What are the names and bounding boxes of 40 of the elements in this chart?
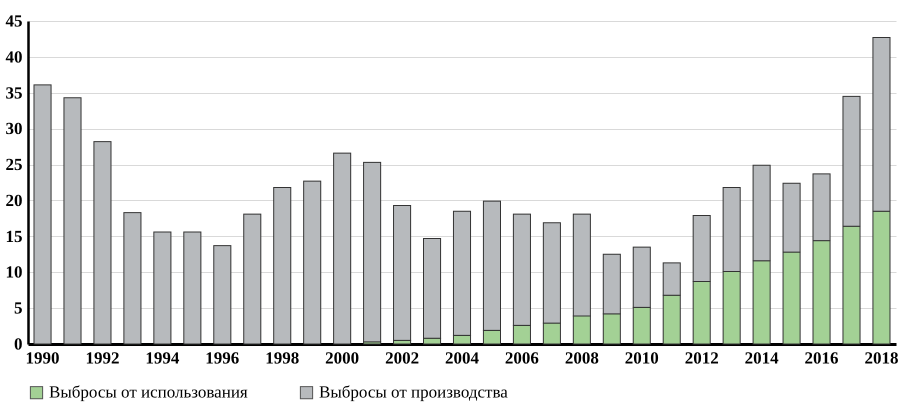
bar (153, 232, 172, 344)
bar (123, 212, 142, 344)
y-tick-label: 35 (6, 83, 22, 102)
x-tick-label: 1998 (265, 348, 300, 368)
x-tick-label: 2000 (325, 348, 360, 368)
bar (93, 141, 112, 344)
bar (363, 162, 382, 342)
x-tick-label: 1996 (205, 348, 240, 368)
bar (393, 204, 412, 341)
bar (273, 187, 292, 344)
bar (333, 152, 352, 344)
x-tick-label: 2010 (624, 348, 659, 368)
y-tick-label: 5 (14, 298, 22, 318)
legend-label: Выбросы от производства (319, 382, 508, 402)
y-tick-label: 30 (6, 119, 22, 138)
x-tick-label: 2006 (504, 348, 539, 368)
bar (243, 214, 262, 344)
bar (33, 84, 52, 344)
x-tick-label: 1992 (85, 348, 120, 368)
x-tick-label: 2014 (744, 348, 780, 368)
y-tick-label: 10 (6, 262, 22, 282)
x-tick-label: 1990 (26, 348, 60, 368)
x-tick-label: 1994 (145, 348, 180, 368)
x-tick-label: 2008 (564, 348, 599, 368)
bar (63, 97, 82, 344)
x-tick-label: 2002 (385, 348, 420, 368)
y-tick-label: 20 (6, 190, 22, 210)
x-tick-label: 2012 (684, 348, 719, 368)
bar (183, 232, 202, 344)
bar (213, 245, 232, 344)
y-tick-label: 40 (6, 47, 22, 66)
legend-label: Выбросы от использования (49, 382, 248, 402)
x-tick-label: 2004 (445, 348, 480, 368)
x-tick-label: 2016 (804, 348, 839, 368)
y-tick-label: 25 (6, 155, 22, 174)
y-tick-label: 0 (14, 334, 22, 354)
bar (303, 180, 322, 344)
y-tick-label: 15 (6, 226, 22, 246)
x-tick-label: 2018 (864, 348, 898, 368)
y-tick-label: 45 (6, 12, 22, 30)
